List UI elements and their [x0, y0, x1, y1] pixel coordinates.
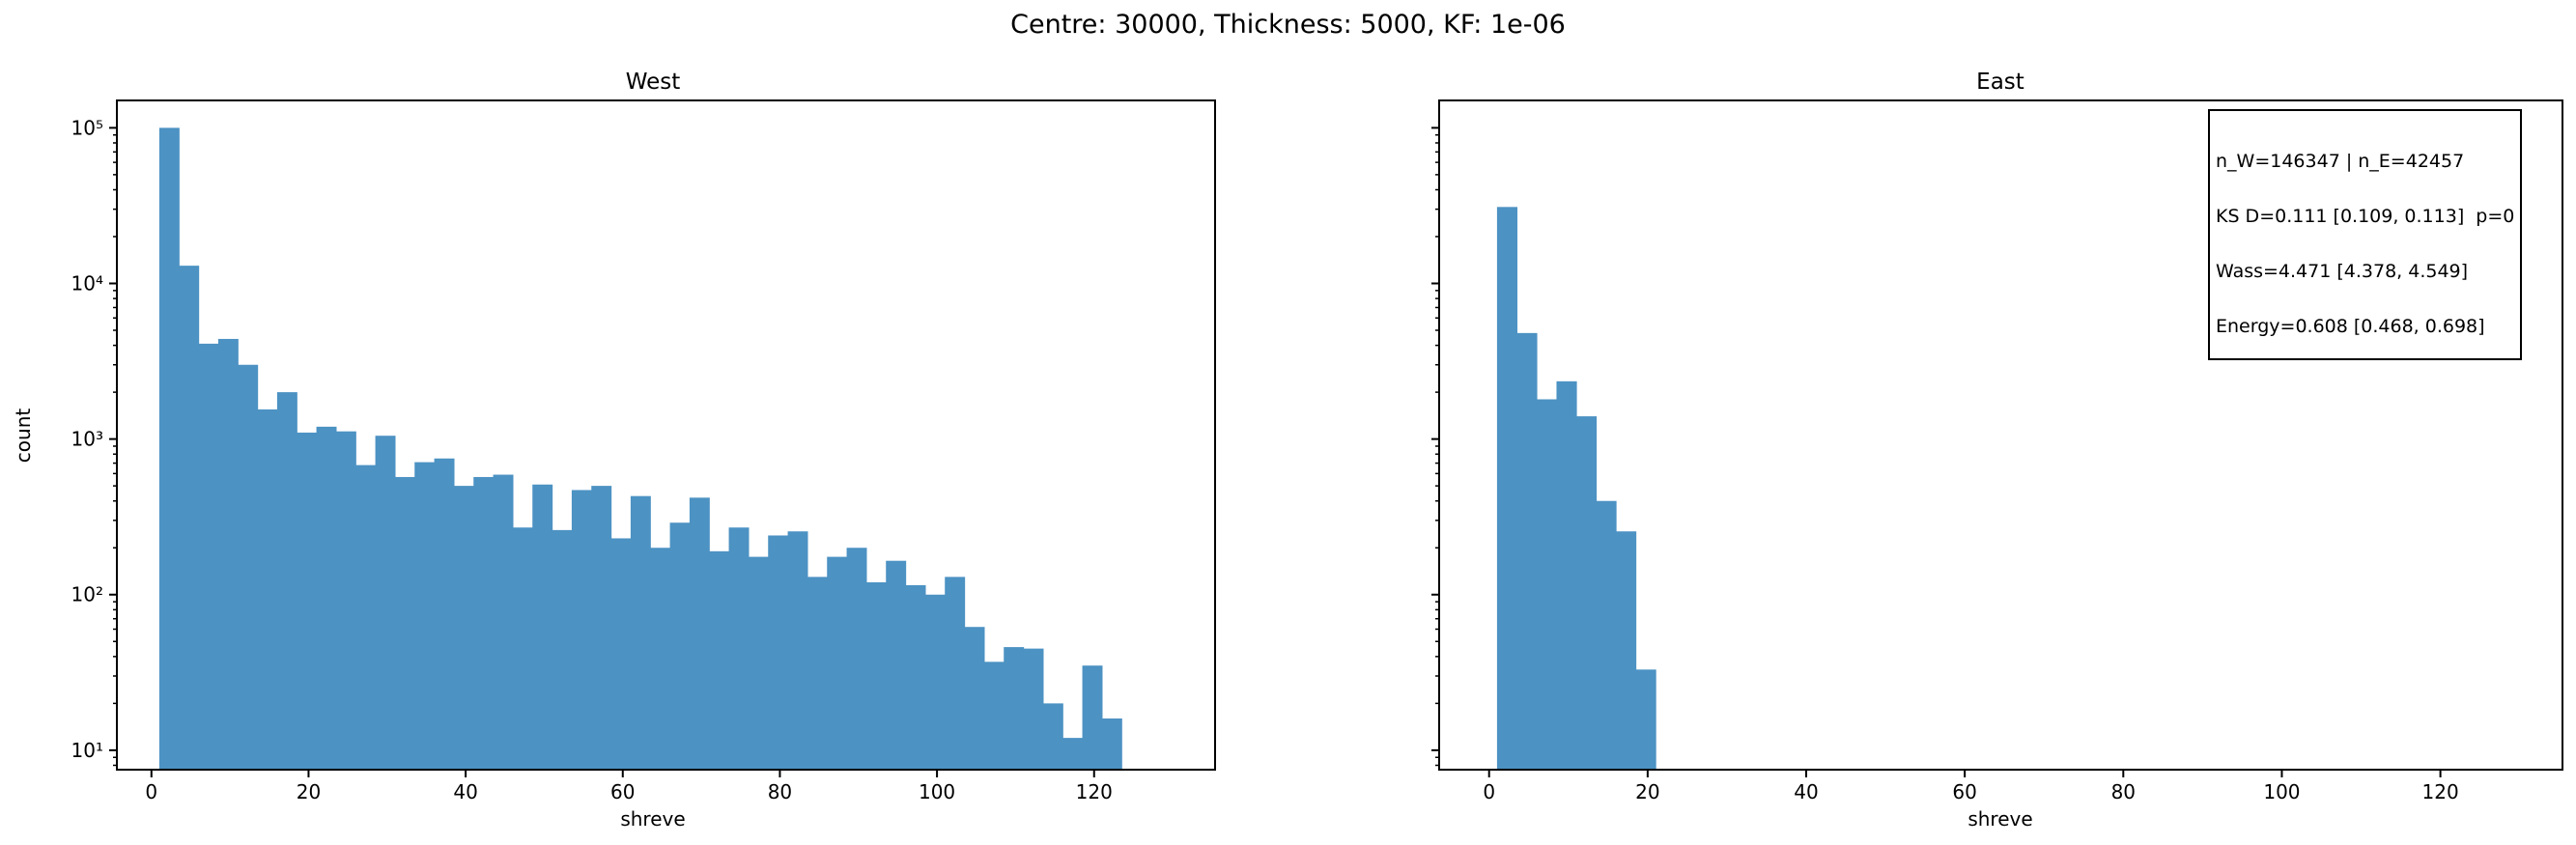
- histogram-bar: [473, 476, 495, 770]
- histogram-bar: [650, 548, 671, 770]
- histogram-bar: [238, 364, 259, 770]
- histogram-bar: [453, 486, 474, 770]
- histogram-bar: [552, 529, 573, 770]
- east-bars: [1496, 207, 1656, 770]
- histogram-bar: [1023, 648, 1044, 770]
- histogram-bar: [394, 476, 415, 770]
- histogram-bar: [158, 127, 180, 770]
- annotation-line: Wass=4.471 [4.378, 4.549]: [2216, 261, 2469, 282]
- east-panel: East 0 20 40 60 80 100 120 shreve: [1431, 70, 2563, 831]
- west-axes-frame: [116, 99, 1216, 771]
- x-tick-label: 0: [1483, 780, 1495, 803]
- east-y-axis-ticks: [1431, 127, 1439, 767]
- histogram-bar: [414, 462, 436, 770]
- histogram-bar: [1062, 738, 1084, 770]
- west-x-axis-label: shreve: [620, 807, 685, 831]
- histogram-bar: [1004, 647, 1025, 770]
- y-tick-label: 10⁴: [71, 271, 103, 295]
- histogram-bar: [689, 497, 710, 770]
- histogram-bar: [924, 594, 946, 770]
- y-tick-label: 10²: [71, 583, 103, 606]
- histogram-bar: [335, 431, 356, 770]
- histogram-bar: [1556, 380, 1577, 770]
- histogram-bar: [591, 486, 612, 770]
- histogram-bar: [1536, 399, 1558, 770]
- x-tick-label: 20: [1635, 780, 1659, 803]
- west-x-axis-ticks: 0 20 40 60 80 100 120: [145, 770, 1113, 803]
- east-x-axis-label: shreve: [1967, 807, 2032, 831]
- histogram-bar: [964, 627, 985, 770]
- histogram-bar: [748, 556, 769, 770]
- x-tick-label: 120: [1076, 780, 1113, 803]
- x-tick-label: 120: [2422, 780, 2459, 803]
- x-tick-label: 0: [145, 780, 157, 803]
- x-tick-label: 60: [610, 780, 635, 803]
- histogram-bar: [316, 426, 337, 770]
- histogram-bar: [532, 484, 553, 770]
- histogram-bar: [865, 581, 887, 770]
- west-bars: [158, 127, 1122, 770]
- east-axes-frame: [1438, 99, 2563, 771]
- histogram-bar: [1516, 332, 1538, 770]
- histogram-bar: [571, 490, 592, 770]
- figure-suptitle: Centre: 30000, Thickness: 5000, KF: 1e-0…: [1010, 10, 1566, 40]
- x-tick-label: 80: [2111, 780, 2136, 803]
- y-tick-label: 10⁵: [71, 116, 103, 139]
- west-y-axis-ticks: 10¹ 10² 10³ 10⁴ 10⁵: [71, 116, 117, 767]
- histogram-bar: [179, 266, 200, 770]
- y-tick-label: 10¹: [71, 739, 103, 762]
- histogram-bar: [669, 522, 691, 770]
- histogram-bar: [1616, 531, 1637, 770]
- histogram-bar: [983, 662, 1005, 770]
- x-tick-label: 60: [1952, 780, 1976, 803]
- histogram-bar: [217, 338, 239, 770]
- x-tick-label: 100: [919, 780, 955, 803]
- x-tick-label: 40: [1794, 780, 1818, 803]
- x-tick-label: 40: [453, 780, 477, 803]
- annotation-line: Energy=0.608 [0.468, 0.698]: [2216, 316, 2485, 337]
- stats-annotation-box: n_W=146347 | n_E=42457 KS D=0.111 [0.109…: [2208, 109, 2523, 360]
- histogram-bar: [886, 560, 907, 770]
- west-panel: West 0 20 40 60 80 100 120 10¹ 10² 10³ 10⁴ 10⁵ shr…: [12, 70, 1216, 831]
- x-tick-label: 20: [297, 780, 321, 803]
- histogram-bar: [1496, 207, 1518, 770]
- east-x-axis-ticks: 0 20 40 60 80 100 120: [1483, 770, 2459, 803]
- histogram-bar: [1101, 718, 1122, 770]
- histogram-bar: [355, 465, 377, 770]
- x-tick-label: 100: [2263, 780, 2300, 803]
- histogram-bar: [1082, 665, 1103, 770]
- histogram-bar: [1635, 669, 1656, 770]
- histogram-bar: [493, 474, 514, 770]
- histogram-bar: [257, 408, 278, 770]
- histogram-bar: [1042, 703, 1063, 770]
- east-title: East: [1976, 70, 2024, 95]
- histogram-bar: [905, 584, 926, 770]
- histogram-bar: [807, 577, 828, 770]
- histogram-bar: [846, 548, 867, 770]
- histogram-bar: [709, 550, 730, 770]
- histogram-bar: [610, 538, 632, 770]
- histogram-bar: [827, 556, 848, 770]
- histogram-bar: [434, 458, 455, 770]
- histogram-bar: [1575, 416, 1598, 770]
- histogram-bar: [768, 535, 789, 770]
- x-tick-label: 80: [768, 780, 792, 803]
- histogram-bar: [198, 343, 219, 770]
- histogram-bar: [297, 432, 318, 770]
- annotation-line: n_W=146347 | n_E=42457: [2216, 151, 2465, 172]
- histogram-bar: [787, 531, 808, 770]
- histogram-bar: [375, 436, 396, 770]
- histogram-bar: [945, 577, 966, 770]
- histogram-bar: [276, 392, 297, 770]
- west-title: West: [626, 70, 681, 95]
- histogram-bar: [630, 495, 651, 770]
- histogram-bar: [512, 527, 533, 770]
- histogram-bar: [728, 527, 750, 770]
- histogram-bar: [1596, 500, 1617, 770]
- west-y-axis-label: count: [12, 408, 35, 464]
- annotation-line: KS D=0.111 [0.109, 0.113] p=0: [2216, 206, 2515, 227]
- y-tick-label: 10³: [71, 428, 103, 451]
